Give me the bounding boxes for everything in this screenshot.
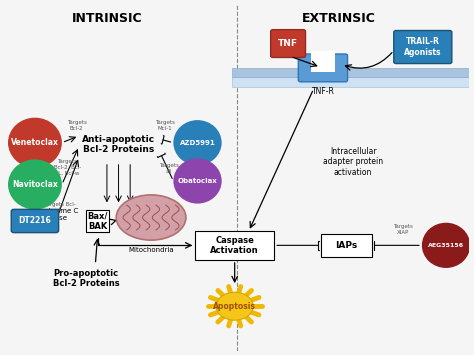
Text: Targets
Mcl-1: Targets Mcl-1: [155, 120, 175, 131]
FancyBboxPatch shape: [394, 31, 452, 64]
Text: TRAIL-R
Agonists: TRAIL-R Agonists: [404, 37, 442, 57]
Text: Targets
XIAP: Targets XIAP: [393, 224, 413, 235]
Text: AEG35156: AEG35156: [428, 243, 464, 248]
Ellipse shape: [8, 159, 62, 209]
Text: Pro-apoptotic
Bcl-2 Proteins: Pro-apoptotic Bcl-2 Proteins: [53, 269, 119, 288]
Bar: [232, 77, 469, 87]
Text: Apoptosis: Apoptosis: [213, 302, 256, 311]
Text: AZD5991: AZD5991: [180, 140, 215, 146]
Text: Targets Bcl-
xL: Targets Bcl- xL: [44, 202, 75, 213]
FancyBboxPatch shape: [298, 54, 347, 82]
Circle shape: [216, 292, 253, 320]
Text: DT2216: DT2216: [18, 217, 51, 225]
Text: Cytochrome C
Release: Cytochrome C Release: [29, 208, 78, 220]
Text: Targets
all: Targets all: [159, 163, 179, 174]
Bar: [311, 51, 335, 72]
FancyBboxPatch shape: [11, 209, 59, 233]
Bar: [232, 68, 469, 77]
Ellipse shape: [116, 195, 186, 240]
Text: INTRINSIC: INTRINSIC: [72, 12, 142, 25]
Text: TNF: TNF: [278, 39, 298, 48]
Text: Intracellular
adapter protein
activation: Intracellular adapter protein activation: [323, 147, 383, 177]
Text: Caspase
Activation: Caspase Activation: [210, 236, 259, 255]
Text: Venetoclax: Venetoclax: [11, 138, 59, 147]
FancyBboxPatch shape: [320, 234, 372, 257]
FancyBboxPatch shape: [195, 231, 274, 260]
FancyBboxPatch shape: [271, 30, 306, 58]
Text: Mitochondria: Mitochondria: [128, 247, 174, 253]
Text: TNF-R: TNF-R: [311, 87, 334, 96]
Ellipse shape: [173, 120, 222, 165]
Text: Targets
Bcl-2, Bcl-
xL, Bcl-w: Targets Bcl-2, Bcl- xL, Bcl-w: [54, 159, 81, 176]
Text: EXTRINSIC: EXTRINSIC: [302, 12, 376, 25]
Text: Navitoclax: Navitoclax: [12, 180, 58, 189]
Text: IAPs: IAPs: [335, 241, 357, 250]
Text: Targets
Bcl-2: Targets Bcl-2: [67, 120, 87, 131]
Text: Obatoclax: Obatoclax: [178, 178, 218, 184]
Ellipse shape: [422, 223, 470, 268]
Text: Anti-apoptotic
Bcl-2 Proteins: Anti-apoptotic Bcl-2 Proteins: [82, 135, 155, 154]
Ellipse shape: [8, 118, 62, 168]
Text: Bax/
BAK: Bax/ BAK: [88, 211, 108, 231]
Ellipse shape: [173, 158, 222, 203]
